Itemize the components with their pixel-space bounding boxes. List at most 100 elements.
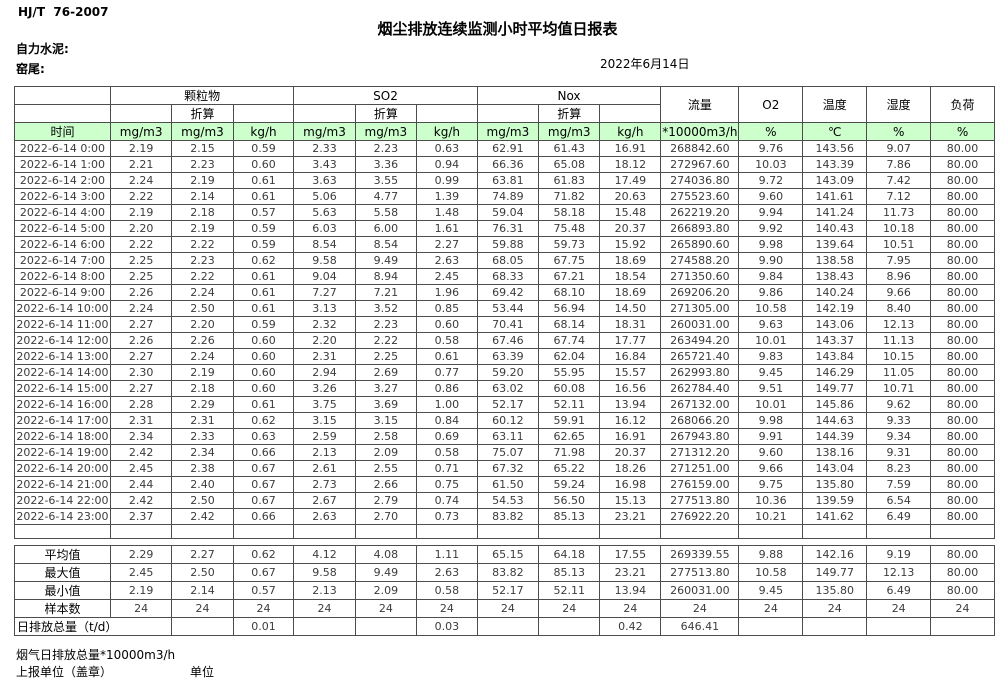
table-cell: 68.33: [476, 268, 540, 285]
blank-cell: [416, 104, 478, 123]
time-cell: 2022-6-14 19:00: [14, 444, 111, 461]
table-cell: 138.58: [802, 252, 868, 269]
table-cell: 146.29: [802, 364, 868, 381]
table-cell: 6.03: [293, 220, 356, 237]
time-cell: 2022-6-14 10:00: [14, 300, 111, 317]
table-cell: [738, 524, 804, 539]
converted-label-particulate: 折算: [171, 104, 234, 123]
table-cell: 143.56: [802, 140, 868, 157]
time-cell: 2022-6-14 15:00: [14, 380, 111, 397]
converted-label-nox: 折算: [538, 104, 601, 123]
table-cell: 16.91: [599, 140, 662, 157]
unit-cell: %: [866, 122, 932, 141]
table-cell: 6.49: [866, 581, 932, 600]
table-cell: 2.09: [354, 581, 418, 600]
unit-label: 单位: [190, 665, 215, 679]
table-cell: 2.59: [293, 428, 356, 445]
unit-cell: kg/h: [232, 122, 295, 141]
table-cell: 67.32: [476, 460, 540, 477]
table-cell: 262993.80: [660, 364, 740, 381]
table-cell: 2.09: [354, 444, 418, 461]
blank-cell: [14, 86, 111, 105]
table-cell: 80.00: [930, 188, 995, 205]
table-cell: 9.72: [738, 172, 804, 189]
monitoring-table: 颗粒物 SO2 Nox 流量 O2 温度 湿度 负荷 折算 折算 折算 时间 m…: [13, 86, 995, 636]
table-cell: 24: [599, 599, 662, 618]
table-cell: 268842.60: [660, 140, 740, 157]
table-cell: 0.66: [232, 444, 295, 461]
table-cell: 2.33: [293, 140, 356, 157]
table-cell: 0.62: [232, 252, 295, 269]
table-cell: 2.24: [171, 348, 234, 365]
table-cell: 62.65: [538, 428, 601, 445]
gap-row: [14, 538, 995, 546]
table-cell: 4.77: [354, 188, 418, 205]
table-cell: 271251.00: [660, 460, 740, 477]
table-cell: 8.54: [293, 236, 356, 253]
time-cell: 2022-6-14 16:00: [14, 396, 111, 413]
table-cell: 2.20: [109, 220, 173, 237]
table-cell: 2.40: [171, 476, 234, 493]
table-cell: 3.52: [354, 300, 418, 317]
table-cell: 52.17: [476, 581, 540, 600]
table-cell: 66.36: [476, 156, 540, 173]
table-cell: 80.00: [930, 284, 995, 301]
table-row: 2022-6-14 0:00 2.19 2.15 0.59 2.33 2.23 0.63 62…: [14, 140, 995, 157]
table-row: 2022-6-14 7:00 2.25 2.23 0.62 9.58 9.49 2.63 68…: [14, 252, 995, 269]
table-cell: 2.22: [171, 268, 234, 285]
table-cell: 80.00: [930, 140, 995, 157]
table-cell: 70.41: [476, 316, 540, 333]
table-cell: 2.34: [171, 444, 234, 461]
table-cell: 76.31: [476, 220, 540, 237]
header-row-units: 时间 mg/m3 mg/m3 kg/h mg/m3 mg/m3 kg/h mg/…: [14, 122, 995, 141]
table-cell: 8.54: [354, 236, 418, 253]
table-cell: 0.58: [416, 581, 478, 600]
table-cell: 141.62: [802, 508, 868, 525]
table-cell: 24: [538, 599, 601, 618]
table-cell: 15.48: [599, 204, 662, 221]
table-cell: [930, 617, 995, 636]
table-cell: 16.98: [599, 476, 662, 493]
table-cell: 276159.00: [660, 476, 740, 493]
unit-cell: %: [738, 122, 804, 141]
table-cell: 139.59: [802, 492, 868, 509]
time-cell: 2022-6-14 3:00: [14, 188, 111, 205]
table-cell: 2.28: [109, 396, 173, 413]
time-cell: 2022-6-14 6:00: [14, 236, 111, 253]
table-cell: 262219.20: [660, 204, 740, 221]
header-row-converted: 折算 折算 折算: [14, 104, 995, 123]
converted-label-so2: 折算: [354, 104, 418, 123]
table-cell: 9.76: [738, 140, 804, 157]
table-cell: [171, 617, 234, 636]
reporting-unit-label: 上报单位（盖章）: [16, 665, 113, 679]
table-cell: 0.62: [232, 412, 295, 429]
table-cell: 3.69: [354, 396, 418, 413]
time-cell: 2022-6-14 14:00: [14, 364, 111, 381]
flow-footnote: 烟气日排放总量*10000m3/h: [16, 648, 176, 662]
table-cell: 143.09: [802, 172, 868, 189]
table-cell: 274588.20: [660, 252, 740, 269]
table-cell: 60.08: [538, 380, 601, 397]
table-cell: 0.59: [232, 236, 295, 253]
table-cell: 20.37: [599, 220, 662, 237]
table-cell: 0.61: [232, 188, 295, 205]
table-cell: 80.00: [930, 236, 995, 253]
table-cell: 18.26: [599, 460, 662, 477]
table-cell: 24: [476, 599, 540, 618]
table-cell: 2.18: [171, 204, 234, 221]
time-cell: 2022-6-14 9:00: [14, 284, 111, 301]
table-cell: 60.12: [476, 412, 540, 429]
time-cell: 2022-6-14 12:00: [14, 332, 111, 349]
table-cell: 2.27: [109, 316, 173, 333]
summary-label: 最小值: [14, 581, 111, 600]
table-cell: 58.18: [538, 204, 601, 221]
table-cell: 1.96: [416, 284, 478, 301]
table-cell: 268066.20: [660, 412, 740, 429]
table-cell: [930, 524, 995, 539]
table-cell: 2.19: [109, 140, 173, 157]
table-cell: 52.11: [538, 581, 601, 600]
table-cell: 2.70: [354, 508, 418, 525]
table-cell: 59.20: [476, 364, 540, 381]
table-cell: 0.59: [232, 220, 295, 237]
table-cell: 2.23: [171, 156, 234, 173]
